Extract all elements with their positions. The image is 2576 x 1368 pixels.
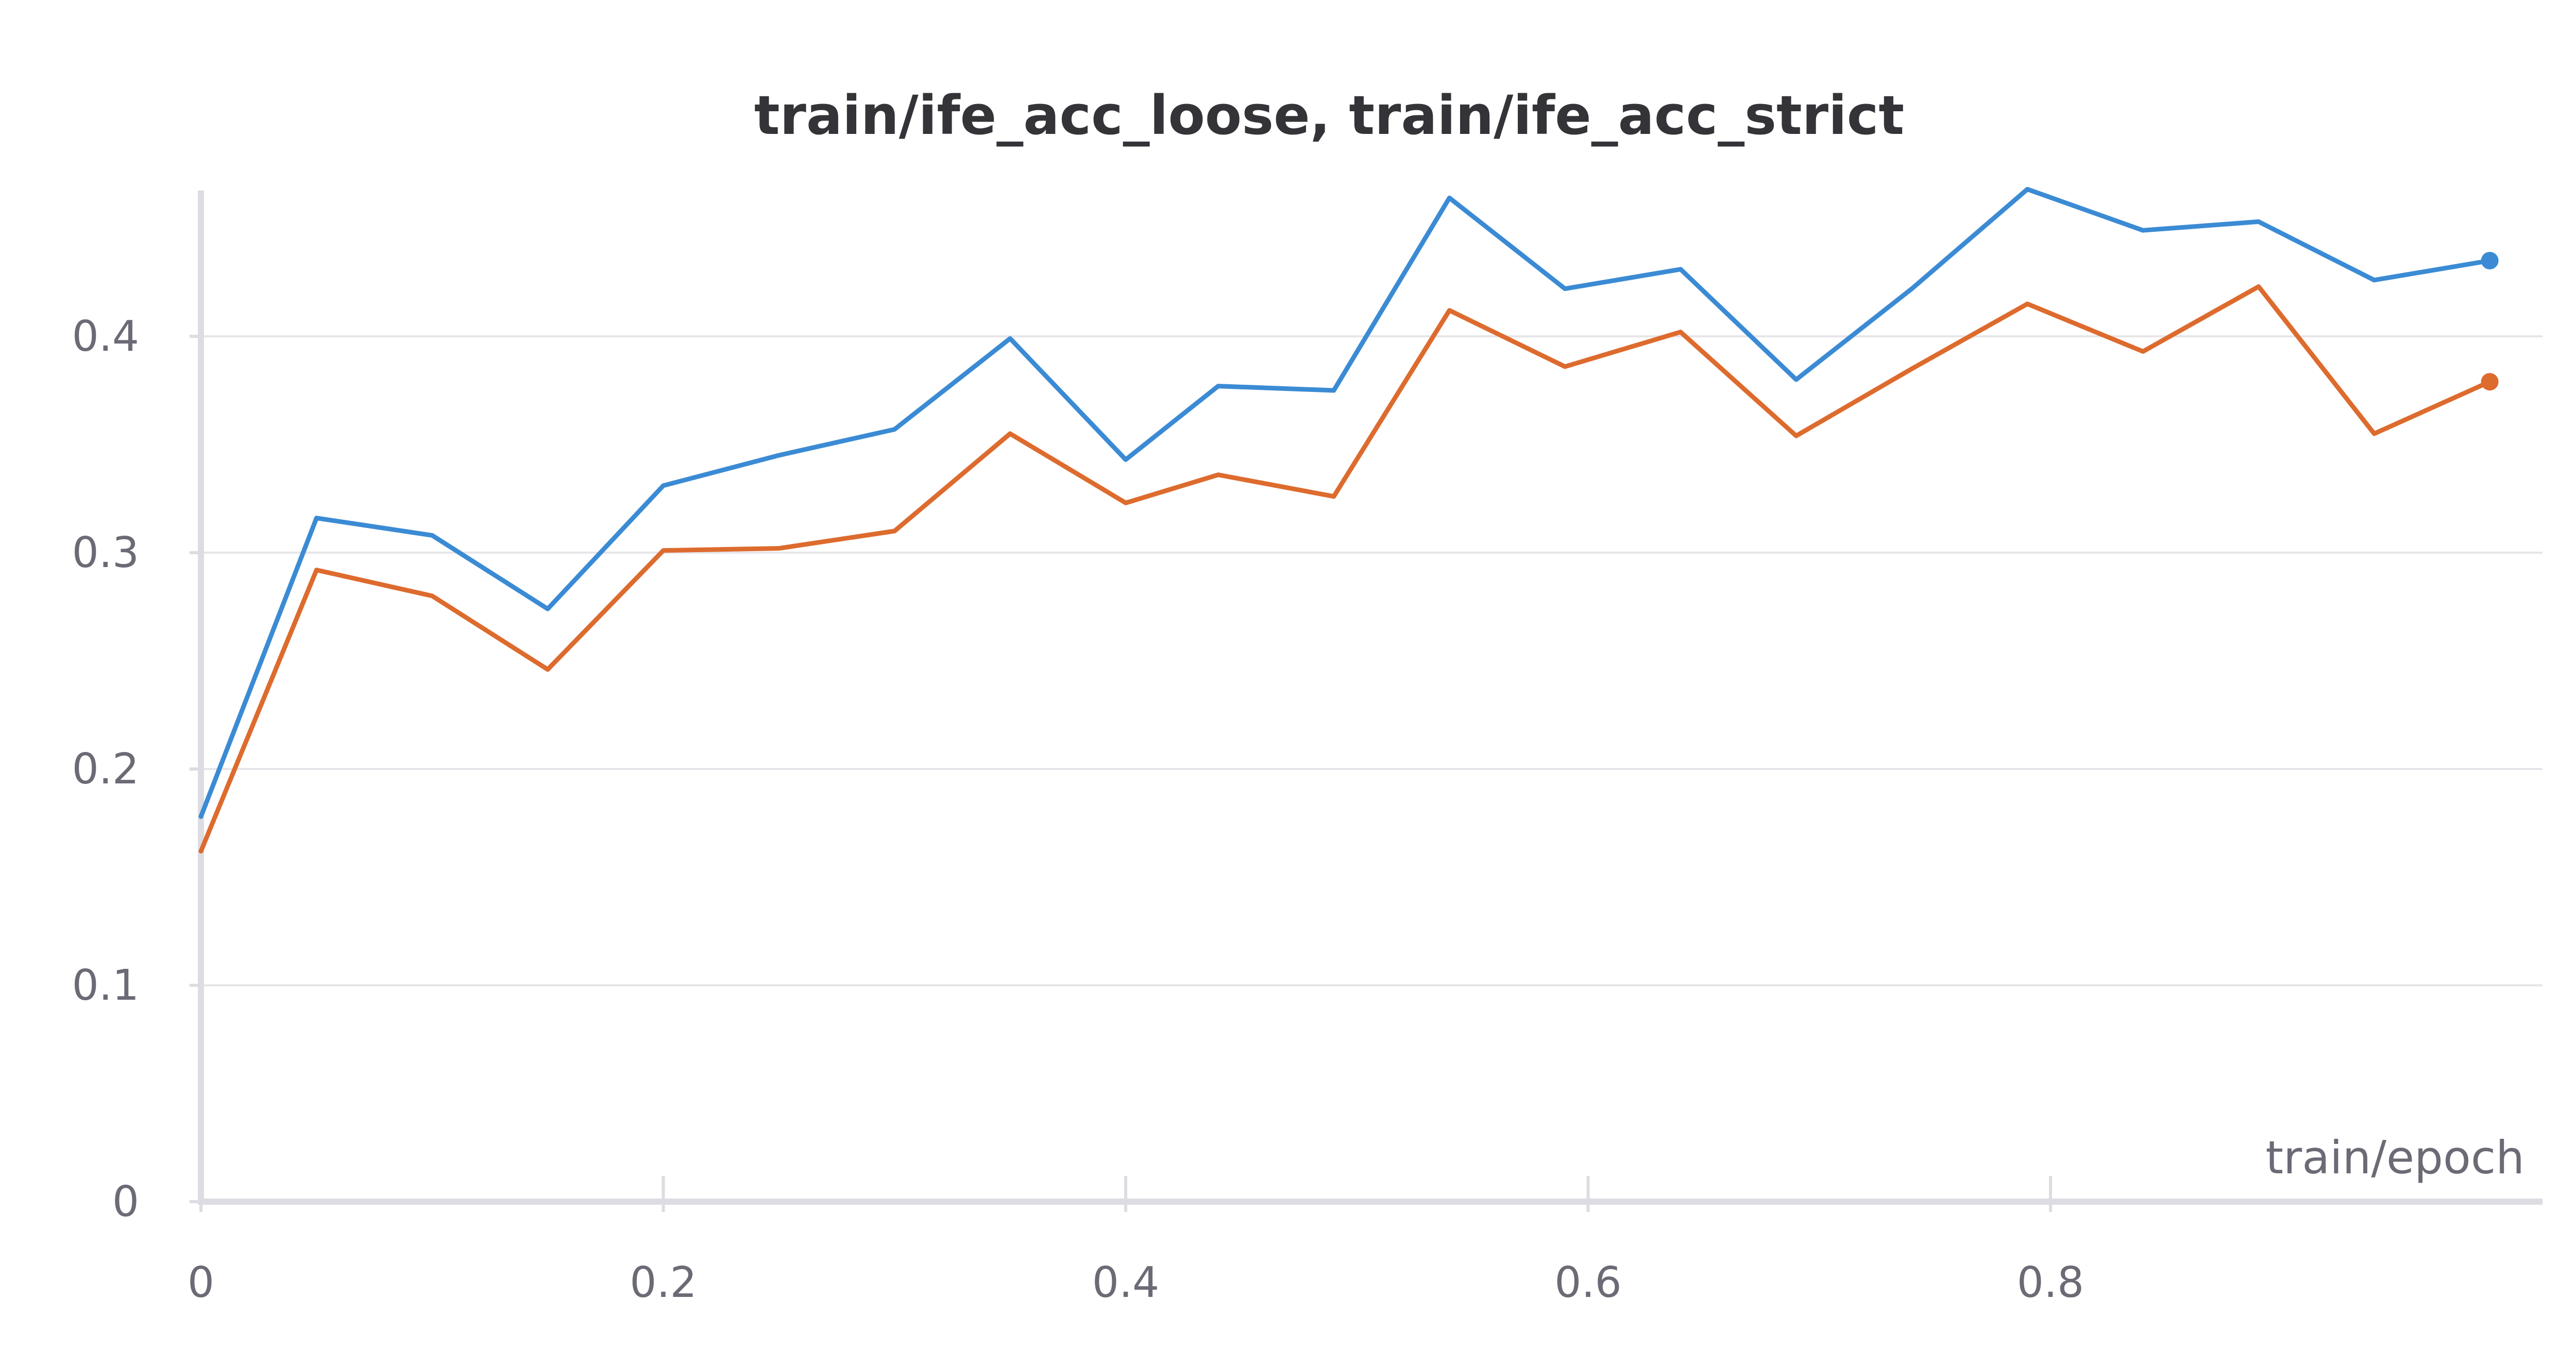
y-tick-label: 0 <box>112 1177 139 1226</box>
grid-lines <box>201 335 2543 986</box>
series-end-point-1 <box>2481 252 2499 269</box>
series-layer <box>198 186 2499 854</box>
x-tick-label: 0.8 <box>2017 1258 2084 1307</box>
x-tick-label: 0.4 <box>1092 1258 1159 1307</box>
x-tick-label: 0 <box>188 1258 214 1307</box>
axes <box>190 191 2543 1212</box>
x-axis-label: train/epoch <box>2266 1131 2524 1184</box>
series-end-point-2 <box>2481 373 2499 391</box>
series-line-2 <box>198 284 2493 854</box>
y-tick-label: 0.2 <box>72 745 139 794</box>
y-tick-label: 0.1 <box>72 961 139 1010</box>
x-tick-label: 0.6 <box>1554 1258 1621 1307</box>
tick-labels: 0 0.1 0.2 0.3 0.4 0 0.2 0.4 0.6 0.8 <box>72 312 2084 1307</box>
x-tick-label: 0.2 <box>630 1258 697 1307</box>
y-tick-label: 0.4 <box>72 312 139 361</box>
series-line-1 <box>198 186 2493 819</box>
y-tick-label: 0.3 <box>72 528 139 577</box>
chart-title: train/ife_acc_loose, train/ife_acc_stric… <box>754 84 1904 147</box>
